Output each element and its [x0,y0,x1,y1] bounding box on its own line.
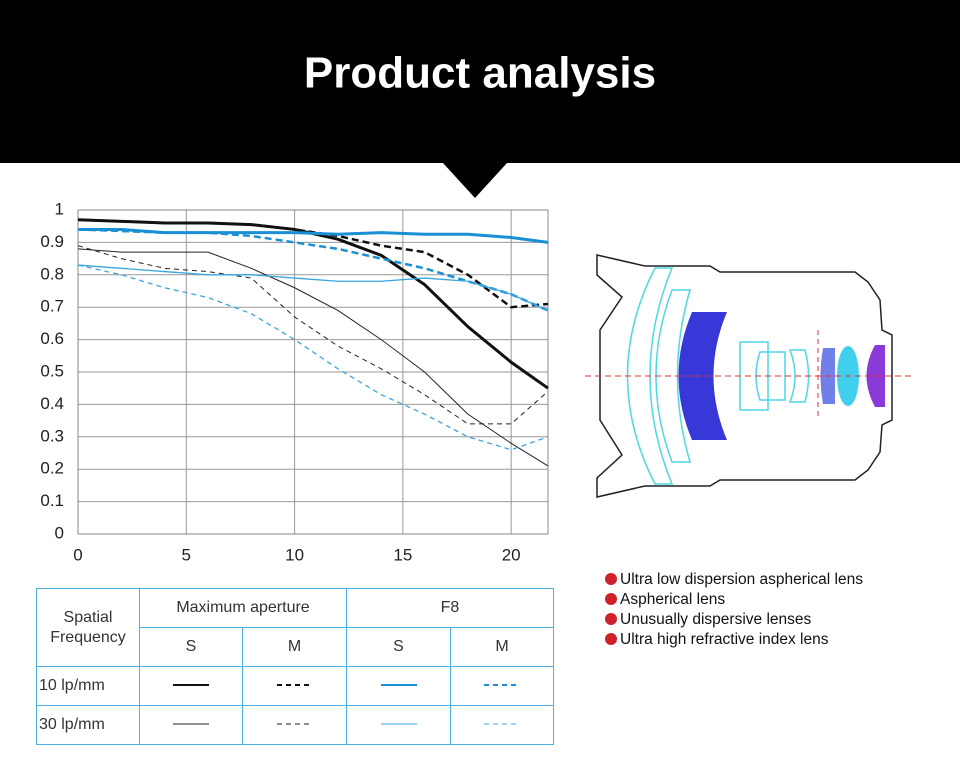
lens-legend-item: Unusually dispersive lenses [605,610,863,630]
y-tick-label: 0.1 [40,491,64,510]
line-key [242,705,347,745]
table-row: 10 lp/mm [36,666,554,706]
column-header: M [450,627,554,667]
y-tick-label: 0.4 [40,394,64,413]
line-key [139,705,243,745]
row-label: 10 lp/mm [36,666,140,706]
y-tick-label: 0.9 [40,232,64,251]
header-band [0,0,960,198]
plot-frame [77,209,549,535]
y-tick-label: 0.7 [40,297,64,316]
row-label: 30 lp/mm [36,705,140,745]
y-tick-label: 1 [55,199,64,218]
mtf-line [77,218,549,309]
y-tick-label: 0 [55,523,64,542]
table-row: Spatial Frequency Maximum aperture F8 [36,588,554,667]
page-title: Product analysis [304,49,656,98]
legend-dot [605,613,617,625]
line-key-icon [380,684,417,686]
table-corner: Spatial Frequency [36,588,140,667]
lens-legend-item: Ultra low dispersion aspherical lens [605,570,863,590]
group-header: Maximum aperture [139,588,347,628]
legend-label: Ultra low dispersion aspherical lens [620,571,863,588]
y-tick-label: 0.5 [40,361,64,380]
column-header: S [139,627,243,667]
line-key [346,666,451,706]
x-tick-label: 0 [73,545,82,564]
x-tick-label: 20 [502,545,521,564]
column-header: M [242,627,347,667]
mtf-line [77,248,549,467]
legend-dot [605,633,617,645]
line-key-icon [173,684,209,686]
line-key [139,666,243,706]
column-header: S [346,627,451,667]
line-key [346,705,451,745]
y-tick-label: 0.6 [40,329,64,348]
y-tick-label: 0.3 [40,426,64,445]
line-key-icon [484,684,520,686]
mtf-line [77,245,549,425]
legend-table: Spatial Frequency Maximum aperture F8 S M S M 1… [36,588,554,745]
line-key [242,666,347,706]
lens-legend-item: Ultra high refractive index lens [605,630,863,650]
mtf-line [77,264,549,312]
table-row: 30 lp/mm [36,705,554,745]
legend-label: Ultra high refractive index lens [620,631,829,648]
legend-dot [605,593,617,605]
legend-label: Aspherical lens [620,591,726,608]
y-tick-label: 0.2 [40,459,64,478]
legend-dot [605,573,617,585]
line-key-icon [484,723,520,725]
y-tick-label: 0.8 [40,264,64,283]
x-tick-label: 15 [393,545,412,564]
x-tick-label: 5 [182,545,191,564]
lens-diagram [585,254,912,498]
x-tick-label: 10 [285,545,304,564]
line-key [450,666,554,706]
mtf-line [77,264,549,451]
line-key-icon [276,684,313,686]
lens-legend-item: Aspherical lens [605,590,863,610]
group-header: F8 [346,588,554,628]
line-key-icon [173,723,209,725]
legend-label: Unusually dispersive lenses [620,611,812,628]
lens-legend: Ultra low dispersion aspherical lens Asph… [605,570,863,650]
line-key-icon [276,723,313,725]
line-key [450,705,554,745]
line-key-icon [380,723,417,725]
